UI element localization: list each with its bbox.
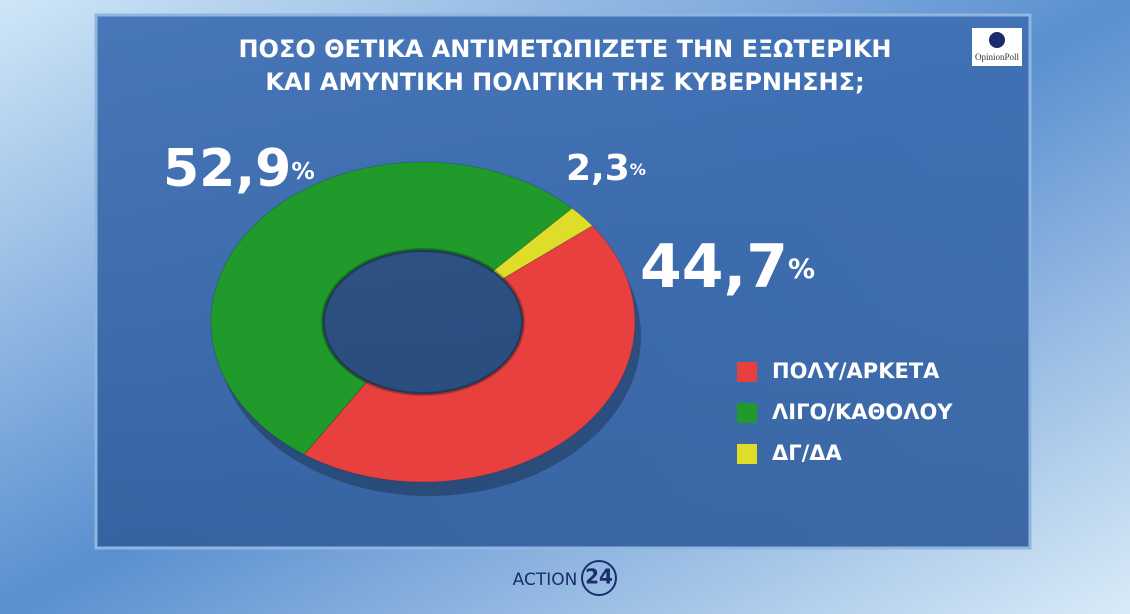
footer-ring	[581, 560, 617, 596]
logo: OpinionPoll	[975, 52, 1020, 62]
chart: 44,7%52,9% 2,3%ΠΟΛΥ/ΑΡΚΕΤΑΛΙΓΟ/ΚΑΘΟΛΟΥΔΓ/…	[163, 139, 953, 496]
donut-hole	[321, 248, 525, 396]
footer-number: 24	[585, 565, 613, 589]
value-number: 2,3	[566, 148, 630, 189]
value-unit: %	[630, 160, 646, 179]
chart-title: ΠΟΣΟ ΘΕΤΙΚΑ ΑΝΤΙΜΕΤΩΠΙΖΕΤΕ ΤΗΝ ΕΞΩΤΕΡΙΚΗ	[238, 35, 891, 63]
legend-swatch	[737, 403, 757, 423]
value-label: 44,7%	[640, 232, 815, 302]
legend-label: ΠΟΛΥ/ΑΡΚΕΤΑ	[772, 359, 940, 383]
legend-swatch	[737, 444, 757, 464]
logo-icon	[989, 32, 1005, 48]
value-label: 52,9%	[163, 139, 315, 199]
value-unit: %	[291, 157, 314, 185]
value-number: 52,9	[163, 139, 291, 199]
footer-brand: ACTION	[513, 570, 578, 590]
legend-label: ΛΙΓΟ/ΚΑΘΟΛΟΥ	[772, 400, 953, 424]
donut-slice	[303, 225, 636, 483]
value-label: 2,3%	[566, 148, 646, 189]
chart-title: ΚΑΙ ΑΜΥΝΤΙΚΗ ΠΟΛΙΤΙΚΗ ΤΗΣ ΚΥΒΕΡΝΗΣΗΣ;	[265, 68, 864, 96]
value-unit: %	[788, 254, 815, 285]
donut-slice	[492, 207, 594, 280]
legend-swatch	[737, 362, 757, 382]
legend-label: ΔΓ/ΔΑ	[772, 441, 843, 465]
donut-slice	[210, 161, 573, 456]
value-number: 44,7	[640, 232, 788, 302]
